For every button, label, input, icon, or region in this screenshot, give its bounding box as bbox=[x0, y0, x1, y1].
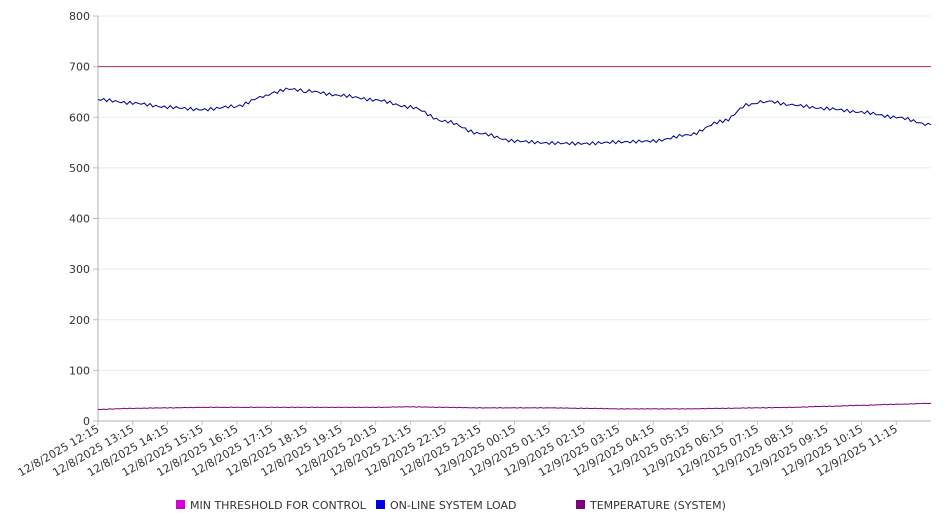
legend-swatch-temperature-system bbox=[576, 500, 585, 509]
y-tick-label: 0 bbox=[83, 415, 90, 428]
series-line-on-line-system-load bbox=[97, 87, 932, 146]
y-tick-label: 200 bbox=[69, 314, 90, 327]
series-line-temperature-system bbox=[97, 402, 932, 411]
legend-label-min-threshold-for-control: MIN THRESHOLD FOR CONTROL bbox=[190, 499, 367, 512]
legend-label-on-line-system-load: ON-LINE SYSTEM LOAD bbox=[390, 499, 516, 512]
y-tick-label: 100 bbox=[69, 364, 90, 377]
y-tick-label: 600 bbox=[69, 111, 90, 124]
legend: MIN THRESHOLD FOR CONTROL ON-LINE SYSTEM … bbox=[176, 499, 726, 512]
y-tick-labels: 0 100 200 300 400 500 600 700 800 bbox=[69, 10, 90, 428]
y-tick-label: 800 bbox=[69, 10, 90, 23]
y-tick-label: 500 bbox=[69, 162, 90, 175]
grid-lines bbox=[93, 15, 931, 422]
y-tick-label: 700 bbox=[69, 61, 90, 74]
legend-label-temperature-system: TEMPERATURE (SYSTEM) bbox=[589, 499, 726, 512]
legend-swatch-min-threshold-for-control bbox=[176, 500, 185, 509]
y-tick-label: 400 bbox=[69, 213, 90, 226]
legend-swatch-on-line-system-load bbox=[376, 500, 385, 509]
series-lines bbox=[97, 66, 932, 411]
y-tick-label: 300 bbox=[69, 263, 90, 276]
